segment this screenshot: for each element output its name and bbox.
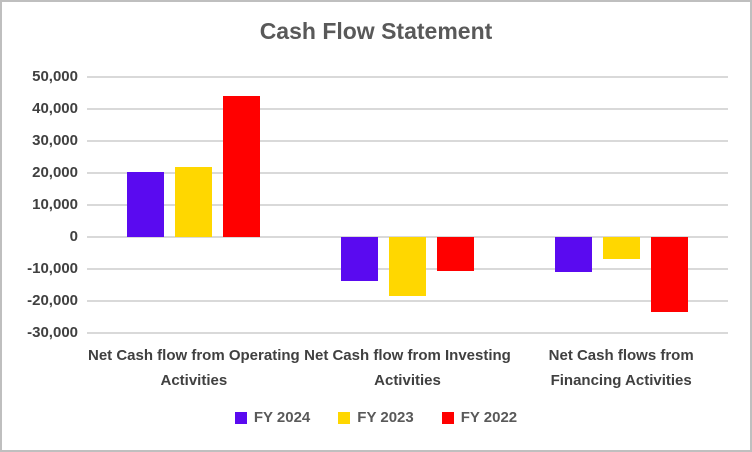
- bar-fy-2024-cat0: [127, 172, 165, 237]
- legend-swatch-icon: [338, 411, 351, 424]
- legend: FY 2024 FY 2023 FY 2022: [2, 409, 750, 426]
- gridline: [87, 300, 728, 302]
- legend-item-fy-2022: FY 2022: [441, 409, 518, 426]
- y-tick-label: 30,000: [32, 132, 78, 149]
- y-tick-label: 10,000: [32, 196, 78, 213]
- legend-swatch-icon: [441, 411, 454, 424]
- y-tick-label: -10,000: [27, 260, 78, 277]
- y-tick-label: -20,000: [27, 292, 78, 309]
- y-tick-label: -30,000: [27, 324, 78, 341]
- category-label: Net Cash flow from Investing Activities: [304, 347, 511, 389]
- gridline: [87, 76, 728, 78]
- gridline: [87, 332, 728, 334]
- legend-swatch-icon: [234, 411, 247, 424]
- legend-label: FY 2024: [253, 409, 311, 426]
- plot-area: [87, 76, 728, 334]
- legend-label: FY 2023: [357, 409, 414, 426]
- chart-title: Cash Flow Statement: [259, 18, 493, 44]
- bar-fy-2023-cat2: [602, 237, 640, 260]
- gridline: [87, 140, 728, 142]
- y-tick-label: 0: [69, 228, 78, 245]
- bar-fy-2022-cat1: [437, 237, 474, 271]
- y-tick-label: 50,000: [32, 68, 78, 85]
- bar-fy-2022-cat2: [650, 237, 688, 312]
- category-label: Net Cash flows from Financing Activities: [548, 347, 694, 389]
- legend-item-fy-2023: FY 2023: [338, 409, 414, 426]
- y-tick-label: 40,000: [32, 100, 78, 117]
- gridline: [87, 172, 728, 174]
- bar-fy-2023-cat0: [175, 166, 213, 237]
- y-axis-labels: 50,000 40,000 30,000 20,000 10,000 0 -10,000 -2…: [2, 68, 78, 341]
- category-axis-labels: Net Cash flow from Operating Activities N…: [87, 343, 728, 395]
- gridline: [87, 108, 728, 110]
- bar-fy-2023-cat1: [389, 237, 426, 296]
- bar-fy-2022-cat0: [223, 95, 261, 237]
- bar-fy-2024-cat2: [554, 237, 592, 273]
- legend-label: FY 2022: [460, 409, 518, 426]
- category-label: Net Cash flow from Operating Activities: [88, 347, 300, 389]
- gridline: [87, 204, 728, 206]
- legend-item-fy-2024: FY 2024: [234, 409, 311, 426]
- y-tick-label: 20,000: [32, 164, 78, 181]
- bar-fy-2024-cat1: [341, 237, 378, 282]
